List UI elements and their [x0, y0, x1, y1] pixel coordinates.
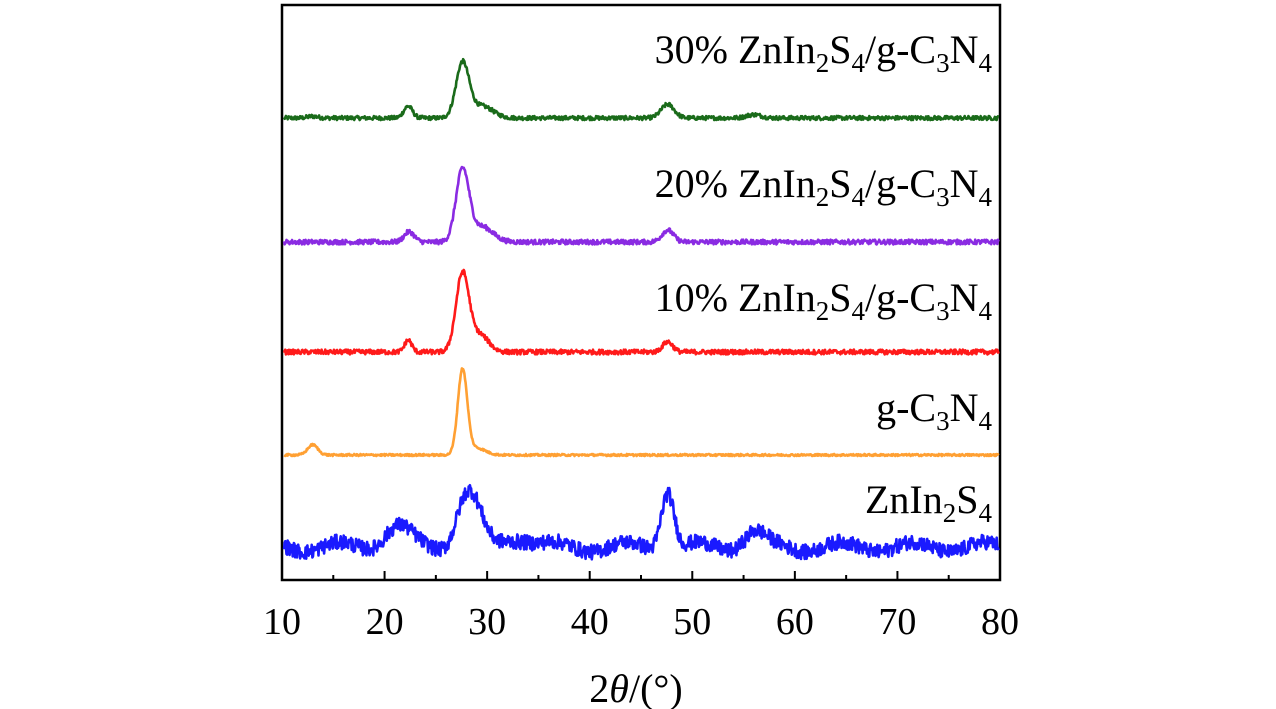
x-axis-title: 2θ/(°)	[589, 666, 682, 709]
x-tick-label-20: 20	[366, 601, 404, 643]
x-tick-label-80: 80	[981, 601, 1019, 643]
series-label-2: 10% ZnIn2S4/g-C3N4	[655, 275, 993, 326]
series-labels: 30% ZnIn2S4/g-C3N4 20% ZnIn2S4/g-C3N4 10% …	[655, 27, 993, 528]
x-tick-label-30: 30	[468, 601, 506, 643]
x-tick-label-70: 70	[878, 601, 916, 643]
series-label-3: g-C3N4	[876, 385, 992, 436]
x-axis-tick-labels: 10 20 30 40 50 60 70 80	[263, 601, 1019, 643]
series-line-4	[282, 483, 1000, 561]
x-tick-label-50: 50	[673, 601, 711, 643]
x-tick-label-10: 10	[263, 601, 301, 643]
series-line-3	[283, 367, 1000, 458]
x-tick-label-40: 40	[571, 601, 609, 643]
series-line-1	[282, 165, 1000, 246]
x-tick-label-60: 60	[776, 601, 814, 643]
series-label-4: ZnIn2S4	[865, 477, 993, 528]
series-label-0: 30% ZnIn2S4/g-C3N4	[655, 27, 993, 78]
series-line-2	[282, 268, 1000, 356]
series-line-0	[282, 57, 1000, 122]
series-traces	[282, 57, 1000, 561]
series-label-1: 20% ZnIn2S4/g-C3N4	[655, 161, 993, 212]
x-axis-ticks	[281, 571, 1001, 580]
